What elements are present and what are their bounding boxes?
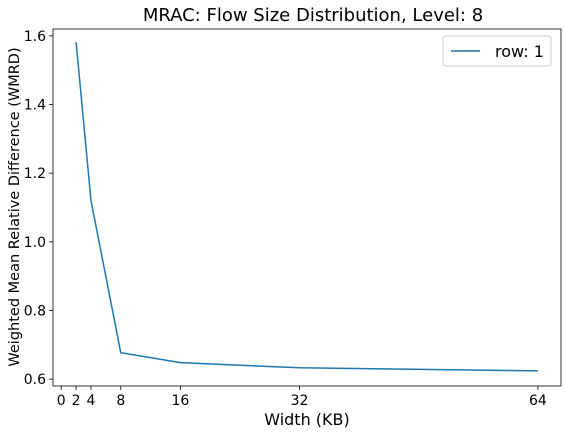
legend-entry-label: row: 1 <box>495 42 544 61</box>
x-tick-label: 4 <box>87 393 96 409</box>
x-tick-label: 64 <box>529 393 547 409</box>
y-tick-label: 1.4 <box>24 98 46 114</box>
x-tick-label: 8 <box>116 393 125 409</box>
x-axis-label: Width (KB) <box>264 410 350 429</box>
y-tick-label: 0.6 <box>24 372 46 388</box>
chart-title: MRAC: Flow Size Distribution, Level: 8 <box>143 5 483 26</box>
plot-area: 0 2 4 8 16 32 64 0.6 0.8 1.0 1.2 1.4 1.6 row: 1 <box>24 28 562 409</box>
y-tick-label: 0.8 <box>24 303 46 319</box>
x-tick-label: 32 <box>291 393 309 409</box>
x-tick-label: 16 <box>171 393 189 409</box>
legend-box <box>442 35 552 67</box>
x-tick-label: 0 <box>57 393 66 409</box>
y-axis-label: Weighted Mean Relative Difference (WMRD) <box>7 47 23 366</box>
plot-frame <box>52 28 562 387</box>
series-line-1 <box>75 41 538 372</box>
y-tick-label: 1.6 <box>24 29 46 45</box>
legend: row: 1 <box>442 35 552 67</box>
x-tick-label: 2 <box>72 393 81 409</box>
y-tick-label: 1.2 <box>24 166 46 182</box>
y-tick-label: 1.0 <box>24 235 46 251</box>
